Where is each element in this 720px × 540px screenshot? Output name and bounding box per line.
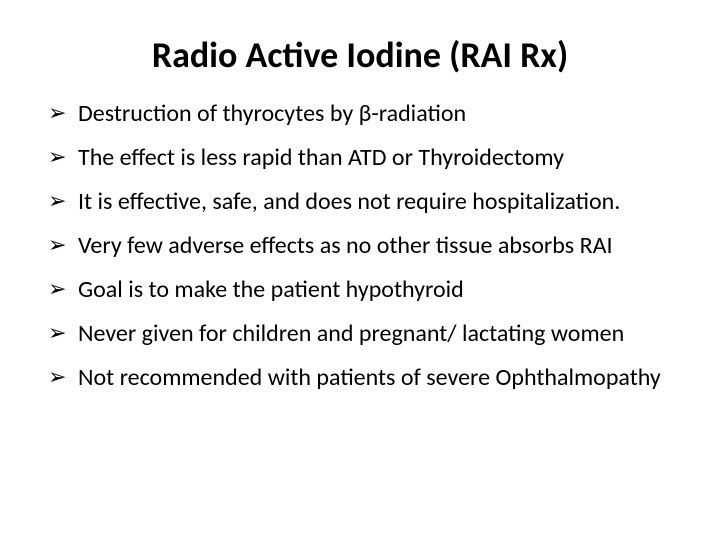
bullet-item: It is effective, safe, and does not requ… bbox=[48, 187, 672, 217]
bullet-item: Not recommended with patients of severe … bbox=[48, 363, 672, 393]
bullet-item: The effect is less rapid than ATD or Thy… bbox=[48, 143, 672, 173]
bullet-item: Goal is to make the patient hypothyroid bbox=[48, 275, 672, 305]
bullet-item: Never given for children and pregnant/ l… bbox=[48, 319, 672, 349]
bullet-list: Destruction of thyrocytes by β-radiation… bbox=[48, 99, 672, 393]
bullet-item: Destruction of thyrocytes by β-radiation bbox=[48, 99, 672, 129]
slide-title: Radio Active Iodine (RAI Rx) bbox=[48, 34, 672, 77]
bullet-item: Very few adverse effects as no other tis… bbox=[48, 231, 672, 261]
slide: Radio Active Iodine (RAI Rx) Destruction… bbox=[0, 0, 720, 540]
